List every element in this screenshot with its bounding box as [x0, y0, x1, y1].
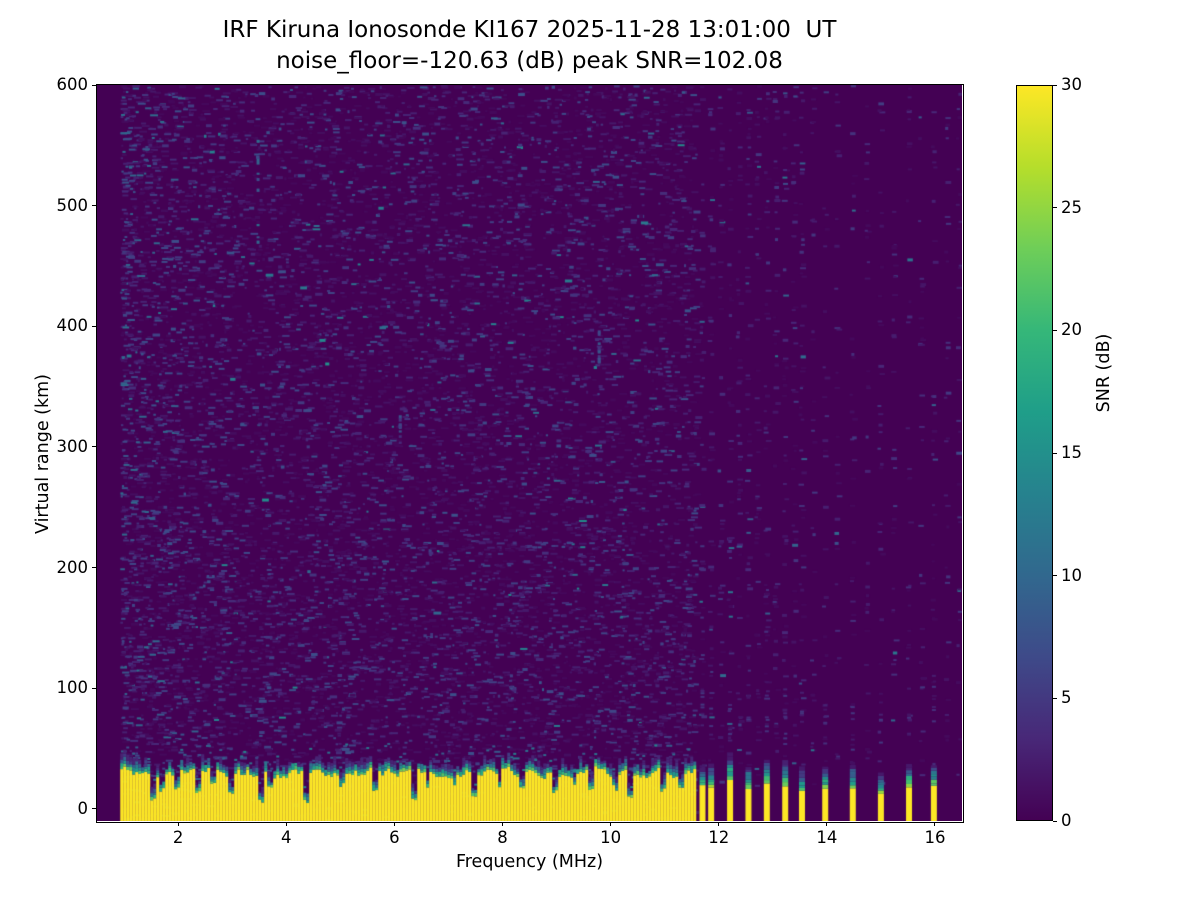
colorbar-label: SNR (dB): [1094, 333, 1114, 413]
colorbar-tick-label: 15: [1061, 443, 1082, 462]
x-tick-label: 10: [600, 828, 622, 847]
colorbar-tick-label: 30: [1061, 75, 1082, 94]
x-tick-label: 12: [708, 828, 730, 847]
colorbar-tick-mark: [1053, 207, 1057, 209]
y-tick-label: 600: [56, 75, 89, 94]
x-tick-mark: [934, 822, 936, 826]
x-tick-mark: [393, 822, 395, 826]
x-tick-label: 16: [924, 828, 946, 847]
x-tick-label: 6: [389, 828, 400, 847]
colorbar-tick-label: 10: [1061, 565, 1082, 585]
colorbar: [1016, 85, 1053, 821]
y-tick-mark: [92, 567, 96, 569]
x-tick-mark: [610, 822, 612, 826]
y-tick-mark: [92, 808, 96, 810]
y-tick-mark: [92, 446, 96, 448]
y-tick-mark: [92, 325, 96, 327]
y-tick-label: 0: [77, 798, 89, 818]
y-tick-label: 400: [56, 316, 89, 336]
colorbar-tick-mark: [1053, 329, 1057, 331]
x-tick-label: 14: [816, 828, 838, 847]
colorbar-tick-mark: [1053, 452, 1057, 454]
chart-title: IRF Kiruna Ionosonde KI167 2025-11-28 13…: [97, 15, 962, 77]
x-tick-label: 4: [280, 828, 292, 847]
chart-title-line2: noise_floor=-120.63 (dB) peak SNR=102.08: [276, 48, 783, 74]
y-tick-label: 300: [56, 436, 89, 456]
x-tick-mark: [285, 822, 287, 826]
y-tick-label: 200: [56, 557, 89, 577]
x-tick-mark: [718, 822, 720, 826]
y-tick-label: 500: [56, 195, 89, 215]
y-tick-mark: [92, 205, 96, 207]
colorbar-tick-label: 20: [1061, 320, 1082, 340]
x-tick-label: 2: [172, 828, 184, 847]
colorbar-tick-mark: [1053, 575, 1057, 577]
y-tick-mark: [92, 687, 96, 689]
colorbar-tick-mark: [1053, 820, 1057, 822]
y-tick-mark: [92, 84, 96, 86]
colorbar-tick-label: 5: [1061, 688, 1072, 708]
heatmap-plot-area: [97, 85, 962, 821]
colorbar-tick-label: 25: [1061, 197, 1082, 217]
x-tick-mark: [177, 822, 179, 826]
colorbar-tick-mark: [1053, 84, 1057, 86]
x-tick-mark: [826, 822, 828, 826]
x-tick-mark: [501, 822, 503, 826]
x-tick-label: 8: [497, 828, 508, 847]
chart-title-line1: IRF Kiruna Ionosonde KI167 2025-11-28 13…: [222, 17, 837, 43]
colorbar-tick-label: 0: [1061, 811, 1072, 830]
x-axis-label: Frequency (MHz): [455, 852, 604, 872]
y-tick-label: 100: [56, 678, 89, 698]
colorbar-tick-mark: [1053, 697, 1057, 699]
